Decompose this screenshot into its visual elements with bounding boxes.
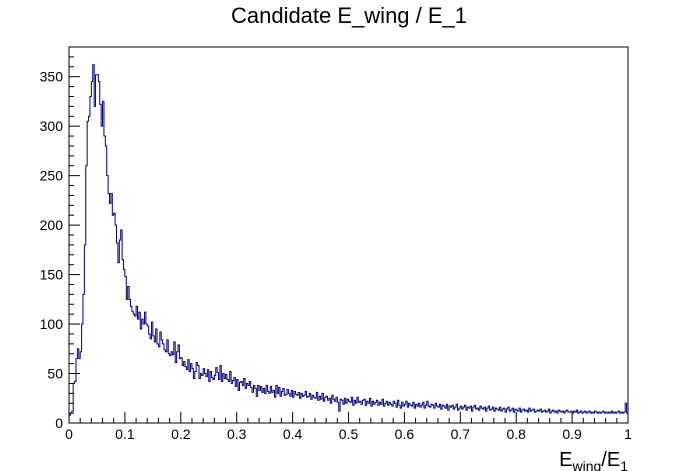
x-axis-title-slash: /E: [601, 449, 620, 471]
y-tick-label: 150: [40, 267, 64, 283]
x-tick-label: 1: [624, 426, 632, 442]
chart-title: Candidate E_wing / E_1: [231, 3, 467, 28]
y-tick-label: 50: [47, 366, 63, 382]
x-tick-label: 0.5: [339, 426, 359, 442]
x-tick-label: 0.8: [506, 426, 526, 442]
x-axis-tick-labels: 0 0.1 0.2 0.3 0.4 0.5 0.6 0.7 0.8 0.9 1: [65, 426, 632, 442]
x-axis-title: Ewing/E1: [559, 449, 628, 471]
y-axis-ticks: [69, 46, 80, 424]
plot-area-border: [68, 46, 629, 424]
x-tick-label: 0.2: [171, 426, 191, 442]
x-axis-title-main: E: [559, 449, 572, 471]
x-tick-label: 0.4: [283, 426, 303, 442]
y-tick-label: 100: [40, 316, 64, 332]
y-tick-label: 250: [40, 168, 64, 184]
y-axis-tick-labels: 0 50 100 150 200 250 300 350: [40, 69, 64, 431]
y-tick-label: 350: [40, 69, 64, 85]
x-axis-title-sub1: wing: [572, 458, 602, 471]
y-tick-label: 200: [40, 217, 64, 233]
x-axis-ticks: [68, 412, 629, 423]
plot-frame: [68, 46, 629, 424]
histogram-series-line: [68, 64, 629, 423]
x-tick-label: 0: [65, 426, 73, 442]
y-tick-label: 0: [55, 415, 63, 431]
x-tick-label: 0.6: [395, 426, 415, 442]
x-axis-title-sub2: 1: [620, 458, 628, 471]
x-tick-label: 0.1: [115, 426, 135, 442]
x-tick-label: 0.3: [227, 426, 247, 442]
x-tick-label: 0.7: [451, 426, 471, 442]
y-tick-label: 300: [40, 118, 64, 134]
x-tick-label: 0.9: [562, 426, 582, 442]
